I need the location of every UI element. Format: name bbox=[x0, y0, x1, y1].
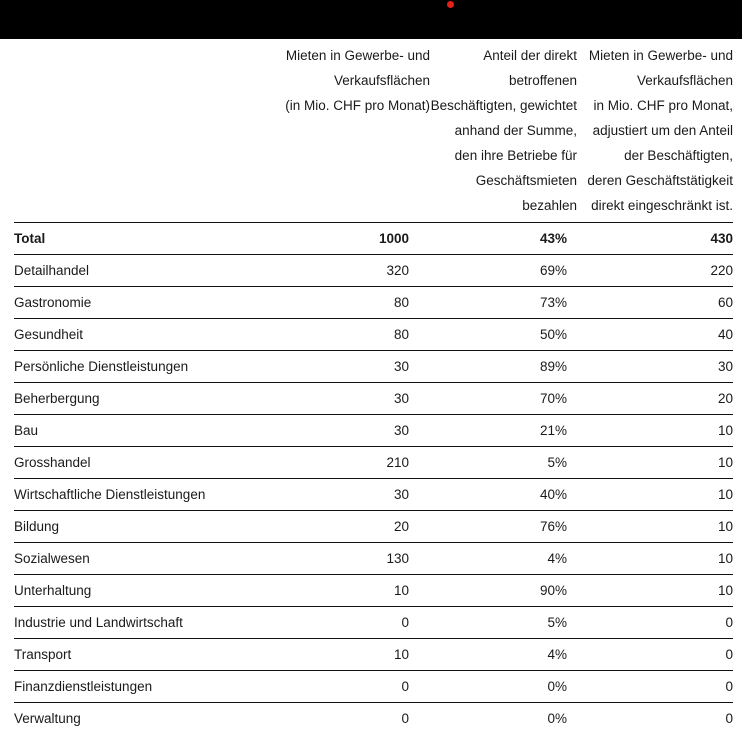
adjusted-rent-value: 0 bbox=[725, 711, 733, 726]
rent-value: 130 bbox=[386, 551, 409, 566]
adjusted-rent-value: 0 bbox=[725, 679, 733, 694]
rent-value: 10 bbox=[393, 583, 409, 598]
rent-value: 0 bbox=[401, 615, 409, 630]
employee-share-value: 50% bbox=[539, 327, 567, 342]
top-black-bar bbox=[0, 0, 742, 39]
rent-value: 1000 bbox=[378, 231, 409, 246]
table-row: Total 1000 43% 430 bbox=[14, 222, 733, 254]
employee-share-value: 21% bbox=[539, 423, 567, 438]
adjusted-rent-value: 10 bbox=[717, 423, 733, 438]
adjusted-rent-value: 20 bbox=[717, 391, 733, 406]
table-row: Beherbergung 30 70% 20 bbox=[14, 382, 733, 414]
sector-label: Gastronomie bbox=[14, 295, 92, 310]
table-row: Verwaltung 0 0% 0 bbox=[14, 702, 733, 734]
table-row: Gastronomie 80 73% 60 bbox=[14, 286, 733, 318]
employee-share-value: 4% bbox=[547, 647, 567, 662]
sector-label: Sozialwesen bbox=[14, 551, 90, 566]
sector-label: Finanzdienstleistungen bbox=[14, 679, 153, 694]
rents-by-sector-table: Total 1000 43% 430 Detailhandel 320 69% … bbox=[14, 222, 733, 734]
rent-value: 30 bbox=[393, 391, 409, 406]
table-header: Mieten in Gewerbe- und Verkaufsflächen (… bbox=[0, 43, 742, 222]
sector-label: Grosshandel bbox=[14, 455, 91, 470]
rent-value: 0 bbox=[401, 679, 409, 694]
employee-share-value: 40% bbox=[539, 487, 567, 502]
sector-label: Bau bbox=[14, 423, 39, 438]
rent-value: 210 bbox=[386, 455, 409, 470]
sector-label: Beherbergung bbox=[14, 391, 100, 406]
table-row: Detailhandel 320 69% 220 bbox=[14, 254, 733, 286]
table-row: Unterhaltung 10 90% 10 bbox=[14, 574, 733, 606]
sector-label: Persönliche Dienstleistungen bbox=[14, 359, 189, 374]
employee-share-value: 69% bbox=[539, 263, 567, 278]
adjusted-rent-value: 10 bbox=[717, 487, 733, 502]
employee-share-value: 43% bbox=[539, 231, 567, 246]
rent-value: 20 bbox=[393, 519, 409, 534]
sector-label: Unterhaltung bbox=[14, 583, 92, 598]
adjusted-rent-value: 220 bbox=[710, 263, 733, 278]
header-col-employee-share: Anteil der direkt betroffenen Beschäftig… bbox=[430, 48, 577, 213]
header-col-adjusted-rents: Mieten in Gewerbe- und Verkaufsflächen i… bbox=[587, 48, 733, 213]
adjusted-rent-value: 60 bbox=[717, 295, 733, 310]
rent-value: 30 bbox=[393, 487, 409, 502]
employee-share-value: 5% bbox=[547, 615, 567, 630]
sector-label: Detailhandel bbox=[14, 263, 90, 278]
employee-share-value: 4% bbox=[547, 551, 567, 566]
sector-label: Transport bbox=[14, 647, 72, 662]
sector-label: Total bbox=[14, 231, 46, 246]
adjusted-rent-value: 0 bbox=[725, 647, 733, 662]
employee-share-value: 0% bbox=[547, 679, 567, 694]
table-body: Total 1000 43% 430 Detailhandel 320 69% … bbox=[14, 222, 733, 734]
adjusted-rent-value: 0 bbox=[725, 615, 733, 630]
employee-share-value: 73% bbox=[539, 295, 567, 310]
rent-value: 80 bbox=[393, 295, 409, 310]
rent-value: 30 bbox=[393, 359, 409, 374]
sector-label: Industrie und Landwirtschaft bbox=[14, 615, 183, 630]
employee-share-value: 70% bbox=[539, 391, 567, 406]
sector-label: Gesundheit bbox=[14, 327, 84, 342]
table-row: Persönliche Dienstleistungen 30 89% 30 bbox=[14, 350, 733, 382]
table-row: Sozialwesen 130 4% 10 bbox=[14, 542, 733, 574]
table-row: Wirtschaftliche Dienstleistungen 30 40% … bbox=[14, 478, 733, 510]
red-record-dot-icon bbox=[447, 1, 454, 8]
table-row: Transport 10 4% 0 bbox=[14, 638, 733, 670]
sector-label: Bildung bbox=[14, 519, 60, 534]
table-row: Industrie und Landwirtschaft 0 5% 0 bbox=[14, 606, 733, 638]
table-row: Bildung 20 76% 10 bbox=[14, 510, 733, 542]
employee-share-value: 89% bbox=[539, 359, 567, 374]
employee-share-value: 90% bbox=[539, 583, 567, 598]
sector-label: Verwaltung bbox=[14, 711, 81, 726]
rent-value: 10 bbox=[393, 647, 409, 662]
employee-share-value: 76% bbox=[539, 519, 567, 534]
adjusted-rent-value: 10 bbox=[717, 583, 733, 598]
table-row: Finanzdienstleistungen 0 0% 0 bbox=[14, 670, 733, 702]
adjusted-rent-value: 430 bbox=[710, 231, 733, 246]
table-row: Grosshandel 210 5% 10 bbox=[14, 446, 733, 478]
header-col-rents: Mieten in Gewerbe- und Verkaufsflächen (… bbox=[285, 48, 430, 113]
employee-share-value: 0% bbox=[547, 711, 567, 726]
rent-value: 0 bbox=[401, 711, 409, 726]
adjusted-rent-value: 10 bbox=[717, 551, 733, 566]
adjusted-rent-value: 30 bbox=[717, 359, 733, 374]
employee-share-value: 5% bbox=[547, 455, 567, 470]
adjusted-rent-value: 10 bbox=[717, 519, 733, 534]
sector-label: Wirtschaftliche Dienstleistungen bbox=[14, 487, 206, 502]
adjusted-rent-value: 10 bbox=[717, 455, 733, 470]
rent-value: 80 bbox=[393, 327, 409, 342]
table-row: Gesundheit 80 50% 40 bbox=[14, 318, 733, 350]
adjusted-rent-value: 40 bbox=[717, 327, 733, 342]
table-row: Bau 30 21% 10 bbox=[14, 414, 733, 446]
rent-value: 30 bbox=[393, 423, 409, 438]
rent-value: 320 bbox=[386, 263, 409, 278]
